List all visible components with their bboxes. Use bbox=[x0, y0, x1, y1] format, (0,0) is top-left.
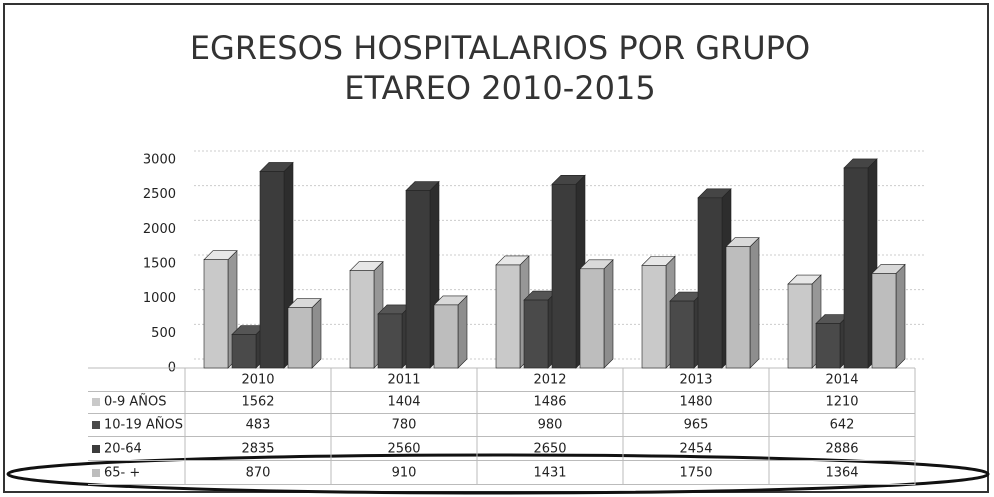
table-value: 1562 bbox=[241, 395, 274, 410]
table-value: 1486 bbox=[533, 395, 566, 410]
bar bbox=[287, 307, 313, 369]
bar bbox=[815, 323, 841, 369]
table-value: 1431 bbox=[533, 466, 566, 481]
x-tick-label: 2010 bbox=[241, 373, 274, 388]
bar bbox=[641, 265, 667, 369]
bar bbox=[523, 299, 549, 369]
y-tick-label: 3000 bbox=[143, 153, 176, 168]
table-value: 965 bbox=[684, 418, 709, 433]
bar bbox=[377, 313, 403, 369]
bar bbox=[787, 283, 813, 369]
table-value: 483 bbox=[246, 418, 271, 433]
bar bbox=[231, 334, 257, 369]
bar bbox=[579, 268, 605, 369]
y-tick-label: 1500 bbox=[143, 257, 176, 272]
chart-title: EGRESOS HOSPITALARIOS POR GRUPO ETAREO 2… bbox=[189, 29, 811, 107]
bar bbox=[495, 264, 521, 369]
table-value: 1480 bbox=[679, 395, 712, 410]
legend-marker bbox=[92, 445, 100, 453]
table-value: 1210 bbox=[825, 395, 858, 410]
bar bbox=[843, 167, 869, 369]
y-tick-label: 500 bbox=[151, 326, 176, 341]
legend-label: 0-9 AÑOS bbox=[104, 394, 166, 410]
x-tick-label: 2011 bbox=[387, 373, 420, 388]
bar-side bbox=[311, 297, 322, 369]
bar bbox=[433, 304, 459, 369]
legend-label: 20-64 bbox=[104, 442, 142, 457]
table-value: 780 bbox=[392, 418, 417, 433]
table-value: 2650 bbox=[533, 442, 566, 457]
y-tick-label: 2500 bbox=[143, 187, 176, 202]
table-value: 1364 bbox=[825, 466, 858, 481]
bar bbox=[259, 171, 285, 369]
table-value: 2835 bbox=[241, 442, 274, 457]
bar-side bbox=[749, 236, 760, 369]
x-tick-label: 2014 bbox=[825, 373, 858, 388]
legend-label: 10-19 AÑOS bbox=[104, 417, 183, 433]
bar-side bbox=[457, 295, 468, 369]
bar-side bbox=[895, 263, 906, 369]
table-value: 910 bbox=[392, 466, 417, 481]
table-value: 1404 bbox=[387, 395, 420, 410]
x-tick-label: 2012 bbox=[533, 373, 566, 388]
legend-marker bbox=[92, 469, 100, 477]
y-tick-label: 2000 bbox=[143, 222, 176, 237]
legend-marker bbox=[92, 398, 100, 406]
highlight-ellipse bbox=[6, 453, 990, 495]
bar bbox=[871, 273, 897, 369]
bar bbox=[551, 183, 577, 369]
table-value: 2454 bbox=[679, 442, 712, 457]
bar bbox=[203, 259, 229, 369]
bar bbox=[725, 246, 751, 369]
legend-marker bbox=[92, 421, 100, 429]
bar bbox=[669, 300, 695, 369]
table-value: 2560 bbox=[387, 442, 420, 457]
table-value: 642 bbox=[830, 418, 855, 433]
legend-label: 65- + bbox=[104, 466, 140, 481]
bar-side bbox=[603, 259, 614, 369]
bar bbox=[349, 270, 375, 369]
bar bbox=[405, 190, 431, 369]
table-value: 2886 bbox=[825, 442, 858, 457]
table-value: 870 bbox=[246, 466, 271, 481]
x-tick-label: 2013 bbox=[679, 373, 712, 388]
table-value: 1750 bbox=[679, 466, 712, 481]
table-value: 980 bbox=[538, 418, 563, 433]
y-tick-label: 1000 bbox=[143, 291, 176, 306]
bar bbox=[697, 197, 723, 369]
